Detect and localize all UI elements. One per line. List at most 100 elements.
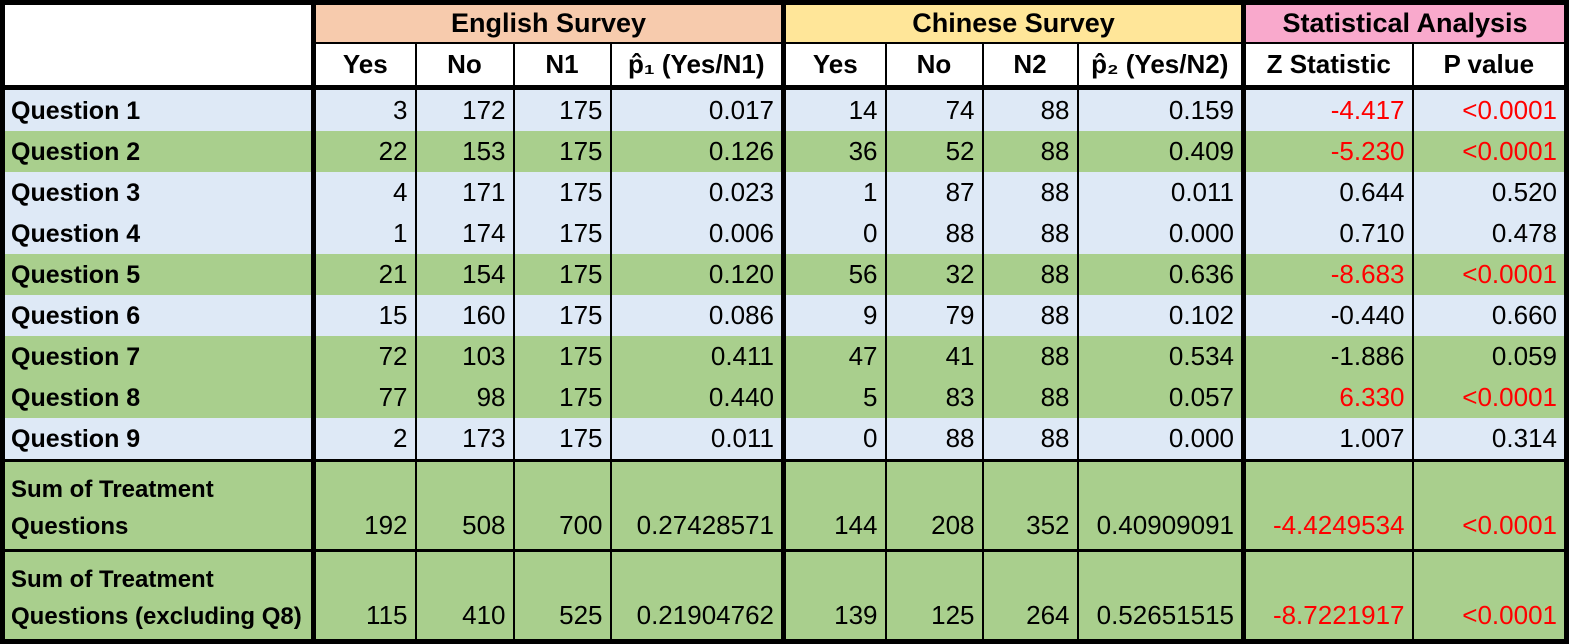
cell-en-phat: 0.440 (609, 377, 784, 418)
cell-cn-yes: 36 (781, 131, 886, 172)
cell-cn-n2: 352 (981, 459, 1078, 551)
column-header-cn-n2: N2 (981, 43, 1078, 90)
cell-en-phat: 0.023 (609, 172, 784, 213)
column-header-en-no: No (414, 43, 514, 90)
column-header-z-statistic: Z Statistic (1241, 43, 1413, 90)
cell-p-value: 0.478 (1411, 213, 1567, 254)
cell-cn-no: 83 (884, 377, 983, 418)
cell-cn-n2: 88 (981, 172, 1078, 213)
cell-p-value: 0.520 (1411, 172, 1567, 213)
cell-en-no: 172 (414, 87, 514, 131)
cell-p-value: <0.0001 (1411, 377, 1567, 418)
cell-cn-phat: 0.102 (1076, 295, 1244, 336)
cell-z-statistic: -5.230 (1241, 131, 1413, 172)
row-label: Question 8 (2, 377, 314, 418)
cell-en-n1: 175 (512, 254, 611, 295)
cell-en-phat: 0.017 (609, 87, 784, 131)
cell-cn-phat: 0.000 (1076, 213, 1244, 254)
cell-en-yes: 3 (311, 87, 416, 131)
row-label: Question 7 (2, 336, 314, 377)
table-row: Question 2 22 153 175 0.126 36 52 88 0.4… (2, 131, 1567, 172)
column-header-row: Yes No N1 p̂₁ (Yes/N1) Yes No N2 p̂₂ (Ye… (3, 43, 1567, 90)
column-header-cn-no: No (884, 43, 983, 90)
cell-en-yes: 77 (311, 377, 416, 418)
section-header-stats: Statistical Analysis (1241, 2, 1567, 44)
cell-cn-yes: 0 (781, 418, 886, 461)
table-row: Question 9 2 173 175 0.011 0 88 88 0.000… (2, 418, 1567, 461)
table-row: Question 1 3 172 175 0.017 14 74 88 0.15… (2, 87, 1567, 131)
cell-en-yes: 2 (311, 418, 416, 461)
cell-cn-n2: 88 (981, 377, 1078, 418)
cell-en-n1: 175 (512, 172, 611, 213)
cell-cn-yes: 14 (781, 87, 886, 131)
cell-p-value: 0.314 (1411, 418, 1567, 461)
cell-en-n1: 175 (512, 87, 611, 131)
cell-z-statistic: -4.417 (1241, 87, 1413, 131)
cell-en-n1: 175 (512, 418, 611, 461)
cell-cn-no: 208 (884, 459, 983, 551)
table-row-sum: Sum of Treatment Questions 192 508 700 0… (2, 459, 1567, 551)
column-header-cn-phat: p̂₂ (Yes/N2) (1076, 43, 1244, 90)
cell-en-no: 154 (414, 254, 514, 295)
cell-cn-no: 32 (884, 254, 983, 295)
cell-p-value: <0.0001 (1411, 459, 1567, 551)
cell-cn-n2: 88 (981, 418, 1078, 461)
cell-en-yes: 21 (311, 254, 416, 295)
row-label: Question 1 (2, 87, 314, 131)
cell-z-statistic: -4.4249534 (1241, 459, 1413, 551)
cell-p-value: 0.059 (1411, 336, 1567, 377)
cell-cn-phat: 0.40909091 (1076, 459, 1244, 551)
cell-cn-no: 125 (884, 549, 983, 642)
cell-en-no: 160 (414, 295, 514, 336)
cell-z-statistic: -0.440 (1241, 295, 1413, 336)
table-row-sum: Sum of Treatment Questions (excluding Q8… (2, 549, 1567, 642)
cell-z-statistic: 6.330 (1241, 377, 1413, 418)
cell-en-phat: 0.411 (609, 336, 784, 377)
cell-cn-no: 41 (884, 336, 983, 377)
cell-cn-yes: 56 (781, 254, 886, 295)
cell-en-phat: 0.120 (609, 254, 784, 295)
cell-cn-phat: 0.52651515 (1076, 549, 1244, 642)
cell-en-n1: 175 (512, 377, 611, 418)
cell-z-statistic: -8.683 (1241, 254, 1413, 295)
cell-p-value: <0.0001 (1411, 549, 1567, 642)
cell-en-yes: 1 (311, 213, 416, 254)
cell-cn-phat: 0.159 (1076, 87, 1244, 131)
cell-en-phat: 0.086 (609, 295, 784, 336)
cell-p-value: 0.660 (1411, 295, 1567, 336)
cell-en-yes: 22 (311, 131, 416, 172)
row-label: Sum of Treatment Questions (2, 459, 314, 551)
table-row: Question 7 72 103 175 0.411 47 41 88 0.5… (2, 336, 1567, 377)
cell-cn-yes: 5 (781, 377, 886, 418)
table-row: Question 6 15 160 175 0.086 9 79 88 0.10… (2, 295, 1567, 336)
cell-en-no: 103 (414, 336, 514, 377)
cell-cn-n2: 88 (981, 87, 1078, 131)
cell-cn-phat: 0.057 (1076, 377, 1244, 418)
cell-cn-n2: 88 (981, 254, 1078, 295)
cell-z-statistic: -1.886 (1241, 336, 1413, 377)
cell-cn-no: 88 (884, 418, 983, 461)
cell-en-n1: 525 (512, 549, 611, 642)
row-label: Question 3 (2, 172, 314, 213)
row-label: Question 9 (2, 418, 314, 461)
cell-en-no: 153 (414, 131, 514, 172)
column-header-p-value: P value (1411, 43, 1567, 90)
cell-en-yes: 72 (311, 336, 416, 377)
column-header-en-yes: Yes (311, 43, 416, 90)
cell-en-yes: 15 (311, 295, 416, 336)
cell-en-no: 98 (414, 377, 514, 418)
cell-cn-yes: 0 (781, 213, 886, 254)
cell-cn-phat: 0.636 (1076, 254, 1244, 295)
section-header-english: English Survey (311, 2, 784, 44)
cell-en-n1: 175 (512, 336, 611, 377)
cell-cn-n2: 88 (981, 336, 1078, 377)
cell-cn-no: 87 (884, 172, 983, 213)
cell-en-n1: 175 (512, 131, 611, 172)
cell-cn-yes: 9 (781, 295, 886, 336)
cell-cn-no: 52 (884, 131, 983, 172)
cell-p-value: <0.0001 (1411, 87, 1567, 131)
table-row: Question 4 1 174 175 0.006 0 88 88 0.000… (2, 213, 1567, 254)
cell-cn-no: 74 (884, 87, 983, 131)
cell-p-value: <0.0001 (1411, 131, 1567, 172)
cell-cn-yes: 47 (781, 336, 886, 377)
